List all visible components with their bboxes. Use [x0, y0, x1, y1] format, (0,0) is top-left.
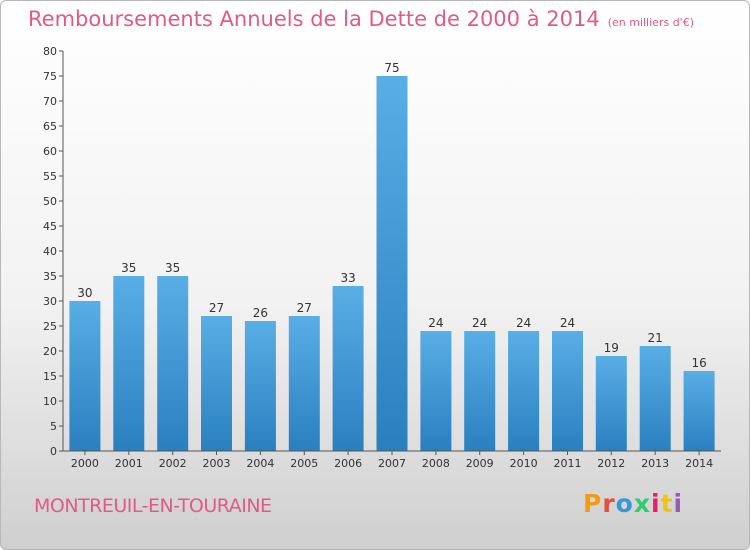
proxiti-logo[interactable]: Proxiti	[583, 489, 683, 518]
title-row: Remboursements Annuels de la Dette de 20…	[28, 7, 694, 31]
y-tick-label: 15	[43, 370, 57, 383]
bar	[157, 276, 189, 451]
logo-letter: x	[633, 489, 651, 518]
bar-value-label: 27	[297, 301, 312, 315]
x-tick-label: 2011	[554, 457, 582, 470]
logo-letter: P	[583, 489, 603, 518]
x-tick-label: 2003	[203, 457, 231, 470]
logo-letter: i	[673, 489, 684, 518]
bar-value-label: 21	[648, 331, 663, 345]
y-tick-label: 80	[43, 45, 57, 58]
x-tick-label: 2013	[641, 457, 669, 470]
bar	[201, 316, 232, 451]
bar-value-label: 19	[604, 341, 619, 355]
chart-title: Remboursements Annuels de la Dette de 20…	[28, 7, 600, 31]
y-tick-label: 60	[43, 145, 57, 158]
y-tick-label: 70	[43, 95, 57, 108]
x-tick-label: 2001	[115, 457, 143, 470]
bar	[508, 331, 540, 451]
x-tick-label: 2000	[71, 457, 99, 470]
bar-value-label: 27	[209, 301, 224, 315]
y-tick-label: 45	[43, 220, 57, 233]
bars: 30 35 35 27 26 27 33 75 24 24 24 24 19 21 16	[69, 61, 715, 451]
bar-value-label: 24	[428, 316, 443, 330]
x-tick-label: 2014	[685, 457, 713, 470]
y-axis: 0 5 10 15 20 25 30 35 40 45 50 55 60 65 70 75 80	[43, 45, 64, 458]
y-tick-label: 40	[43, 245, 57, 258]
bar-value-label: 24	[560, 316, 575, 330]
logo-letter: o	[615, 489, 634, 518]
y-tick-label: 20	[43, 345, 57, 358]
bar-value-label: 33	[340, 271, 355, 285]
x-tick-label: 2009	[466, 457, 494, 470]
bar-value-label: 75	[384, 61, 399, 75]
bar-value-label: 35	[121, 261, 136, 275]
y-tick-label: 0	[50, 445, 57, 458]
x-tick-label: 2012	[597, 457, 625, 470]
bar-value-label: 24	[516, 316, 531, 330]
x-tick-label: 2007	[378, 457, 406, 470]
bar	[552, 331, 583, 451]
y-tick-label: 30	[43, 295, 57, 308]
chart-unit: (en milliers d'€)	[607, 16, 694, 29]
bar	[595, 356, 627, 451]
logo-letter: r	[602, 489, 616, 518]
y-tick-label: 5	[50, 420, 57, 433]
x-tick-label: 2005	[290, 457, 318, 470]
bar	[464, 331, 496, 451]
x-tick-label: 2004	[246, 457, 274, 470]
x-tick-label: 2002	[159, 457, 187, 470]
x-tick-label: 2008	[422, 457, 450, 470]
y-tick-label: 35	[43, 270, 57, 283]
bar	[639, 346, 671, 451]
x-tick-label: 2006	[334, 457, 362, 470]
bar-value-label: 26	[253, 306, 268, 320]
bar	[420, 331, 452, 451]
bar	[113, 276, 145, 451]
place-name: MONTREUIL-EN-TOURAINE	[34, 495, 272, 517]
bar-value-label: 30	[77, 286, 92, 300]
bar	[244, 321, 276, 451]
bar	[332, 286, 364, 451]
y-tick-label: 50	[43, 195, 57, 208]
logo-letter: i	[651, 489, 661, 518]
logo-letter: t	[660, 489, 674, 518]
bar-value-label: 16	[691, 356, 706, 370]
x-tick-label: 2010	[510, 457, 538, 470]
y-tick-label: 55	[43, 170, 57, 183]
bar	[376, 76, 408, 451]
y-tick-label: 75	[43, 70, 57, 83]
bar-value-label: 35	[165, 261, 180, 275]
bar	[683, 371, 715, 451]
y-tick-label: 10	[43, 395, 57, 408]
bar	[288, 316, 320, 451]
bar-value-label: 24	[472, 316, 487, 330]
y-tick-label: 25	[43, 320, 57, 333]
x-axis: 2000 2001 2002 2003 2004 2005 2006 2007 2008 2009…	[63, 450, 721, 470]
bar	[69, 301, 101, 451]
y-tick-label: 65	[43, 120, 57, 133]
